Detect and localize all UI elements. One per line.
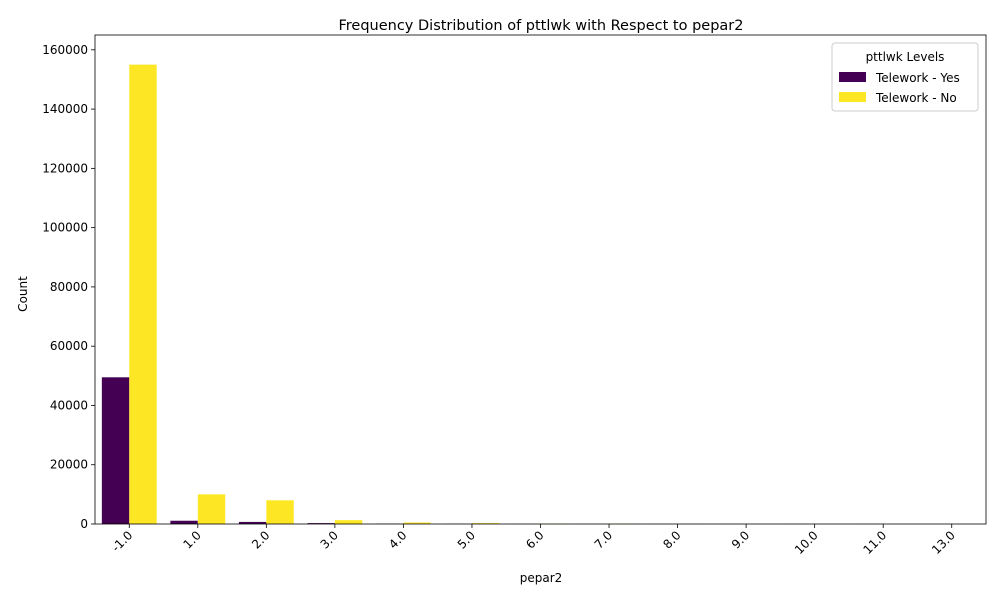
x-axis-label: pepar2 [520,571,563,585]
legend-label-telework-yes: Telework - Yes [875,71,960,85]
axes-layer: 0 20000 40000 60000 80000 100000 120000 140000 1… [42,34,987,557]
x-tick-label-4: 4.0 [386,528,409,551]
legend-entries: Telework - Yes Telework - No [839,71,960,105]
y-tick-label-3: 60000 [50,339,88,353]
bar-telework-yes-2 [238,521,267,524]
x-tick-label-5: 5.0 [455,528,478,551]
x-tick-label-0: -1.0 [109,528,135,554]
y-tick-label-7: 140000 [42,102,88,116]
y-tick-label-4: 80000 [50,280,88,294]
bar-telework-no-3 [334,520,363,524]
y-tick-label-2: 40000 [50,398,88,412]
legend-title: pttlwk Levels [866,50,945,64]
y-axis-label: Count [16,276,30,312]
x-tick-label-1: 1.0 [181,528,204,551]
x-tick-label-12: 13.0 [929,528,958,557]
bar-telework-no-5 [471,523,500,524]
bar-telework-no-0 [129,64,157,524]
legend-label-telework-no: Telework - No [875,91,957,105]
y-tick-label-0: 0 [80,517,88,531]
bar-telework-no-2 [266,500,294,524]
legend-swatch-telework-yes [839,72,866,82]
bars-layer [101,64,980,524]
x-tick-label-7: 7.0 [592,528,615,551]
bar-telework-yes-0 [101,377,130,524]
x-tick-label-6: 6.0 [523,528,546,551]
chart-title: Frequency Distribution of pttlwk with Re… [338,18,743,34]
legend: pttlwk Levels Telework - Yes Telework - N… [831,42,979,112]
legend-swatch-telework-no [839,92,866,102]
y-tick-label-6: 120000 [42,161,88,175]
bar-telework-yes-3 [307,523,335,524]
x-tick-label-10: 10.0 [792,528,821,557]
y-tick-label-8: 160000 [42,43,88,57]
y-tick-label-5: 100000 [42,221,88,235]
x-tick-label-9: 9.0 [729,528,752,551]
x-tick-label-11: 11.0 [861,528,890,557]
bar-telework-yes-1 [170,520,198,524]
bar-telework-no-4 [403,522,431,524]
x-tick-label-3: 3.0 [318,528,341,551]
y-tick-label-1: 20000 [50,458,88,472]
bar-telework-no-1 [197,494,226,524]
legend-frame [831,42,979,112]
x-tick-label-8: 8.0 [660,528,683,551]
x-tick-label-2: 2.0 [249,528,272,551]
